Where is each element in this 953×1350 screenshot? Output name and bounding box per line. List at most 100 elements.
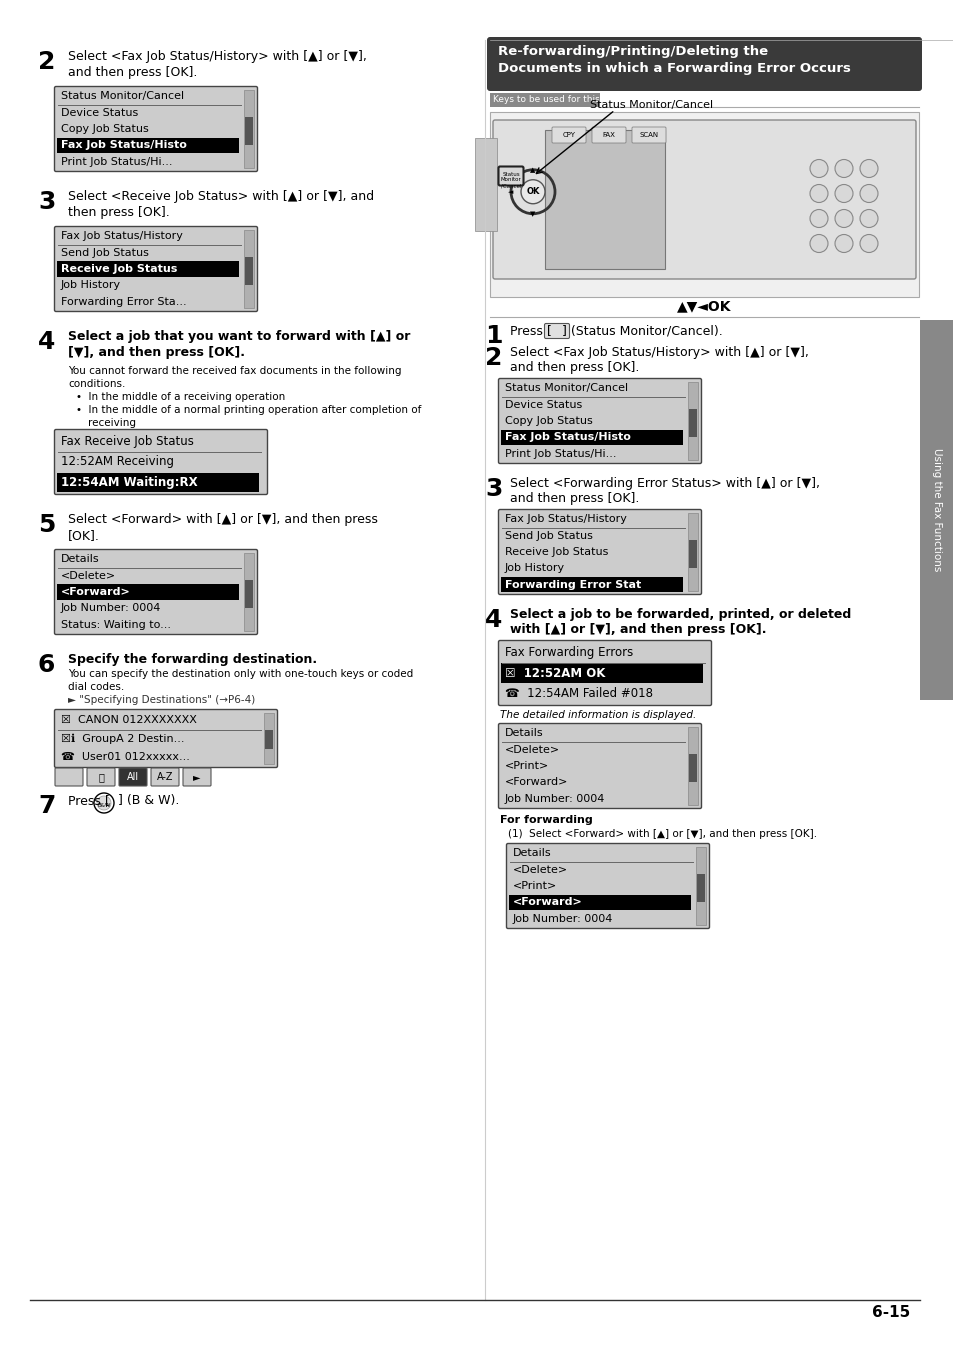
Text: The detailed information is displayed.: The detailed information is displayed. <box>499 710 696 720</box>
Text: •  In the middle of a receiving operation: • In the middle of a receiving operation <box>76 392 285 402</box>
Text: Select a job that you want to forward with [▲] or: Select a job that you want to forward wi… <box>68 329 410 343</box>
Bar <box>245 579 253 609</box>
FancyBboxPatch shape <box>498 724 700 809</box>
Text: Fax Forwarding Errors: Fax Forwarding Errors <box>504 645 633 659</box>
Text: <Delete>: <Delete> <box>61 571 116 580</box>
Text: 12:52AM Receiving: 12:52AM Receiving <box>61 455 173 468</box>
Text: <Print>: <Print> <box>513 882 557 891</box>
Text: Copy Job Status: Copy Job Status <box>61 124 149 134</box>
Text: Forwarding Error Sta...: Forwarding Error Sta... <box>61 297 187 306</box>
Bar <box>57 138 239 153</box>
Text: Press [: Press [ <box>68 794 110 807</box>
FancyBboxPatch shape <box>54 227 257 312</box>
Text: ▲: ▲ <box>530 167 536 173</box>
Text: Select <Fax Job Status/History> with [▲] or [▼],: Select <Fax Job Status/History> with [▲]… <box>510 346 808 359</box>
Text: and then press [OK].: and then press [OK]. <box>510 491 639 505</box>
Text: Using the Fax Functions: Using the Fax Functions <box>931 448 941 571</box>
Text: ☒  CANON 012XXXXXXX: ☒ CANON 012XXXXXXX <box>61 716 196 725</box>
Text: 2: 2 <box>484 346 502 370</box>
Text: Device Status: Device Status <box>504 400 581 409</box>
Circle shape <box>859 235 877 252</box>
Text: Device Status: Device Status <box>61 108 138 117</box>
Text: ☒ℹ  GroupA 2 Destin...: ☒ℹ GroupA 2 Destin... <box>61 733 184 744</box>
Bar <box>244 230 253 308</box>
Text: ►: ► <box>193 772 200 782</box>
FancyBboxPatch shape <box>552 127 585 143</box>
Text: Print Job Status/Hi...: Print Job Status/Hi... <box>61 157 172 167</box>
Bar <box>688 753 697 783</box>
Circle shape <box>809 159 827 177</box>
Text: ] (B & W).: ] (B & W). <box>118 794 179 807</box>
Text: You can specify the destination only with one-touch keys or coded: You can specify the destination only wit… <box>68 670 413 679</box>
Text: Press [: Press [ <box>510 324 551 338</box>
Text: You cannot forward the received fax documents in the following: You cannot forward the received fax docu… <box>68 366 401 377</box>
Text: Fax Job Status/History: Fax Job Status/History <box>504 514 626 524</box>
Text: Send Job Status: Send Job Status <box>504 531 592 540</box>
FancyBboxPatch shape <box>592 127 625 143</box>
Text: OK: OK <box>526 188 539 196</box>
Text: 2: 2 <box>38 50 55 74</box>
Text: [▼], and then press [OK].: [▼], and then press [OK]. <box>68 346 245 359</box>
Circle shape <box>834 185 852 202</box>
FancyBboxPatch shape <box>498 640 711 706</box>
Text: Job Number: 0004: Job Number: 0004 <box>513 914 613 923</box>
Text: A-Z: A-Z <box>156 772 173 782</box>
Text: Documents in which a Forwarding Error Occurs: Documents in which a Forwarding Error Oc… <box>497 62 850 76</box>
Text: Re-forwarding/Printing/Deleting the: Re-forwarding/Printing/Deleting the <box>497 45 767 58</box>
FancyBboxPatch shape <box>486 36 921 90</box>
Text: CPY: CPY <box>562 132 575 138</box>
Text: All: All <box>127 772 139 782</box>
Bar <box>57 262 239 277</box>
Circle shape <box>859 185 877 202</box>
Circle shape <box>834 209 852 228</box>
Text: Fax Job Status/History: Fax Job Status/History <box>61 231 183 242</box>
Bar <box>687 513 698 591</box>
Bar <box>244 90 253 167</box>
Text: and then press [OK].: and then press [OK]. <box>68 66 197 80</box>
Bar <box>919 320 953 701</box>
Text: <Forward>: <Forward> <box>513 898 582 907</box>
Text: B&W: B&W <box>97 803 111 809</box>
Text: 4: 4 <box>38 329 55 354</box>
Text: Send Job Status: Send Job Status <box>61 247 149 258</box>
Text: 3: 3 <box>484 477 502 501</box>
Bar <box>244 554 253 630</box>
Bar <box>688 540 697 568</box>
Bar <box>245 116 253 146</box>
Text: with [▲] or [▼], and then press [OK].: with [▲] or [▼], and then press [OK]. <box>510 622 765 636</box>
Bar <box>697 873 704 902</box>
FancyBboxPatch shape <box>498 378 700 463</box>
Text: ► "Specifying Destinations" (→P6-4): ► "Specifying Destinations" (→P6-4) <box>68 695 255 705</box>
Text: 12:54AM Waiting:RX: 12:54AM Waiting:RX <box>61 477 197 489</box>
Text: Job Number: 0004: Job Number: 0004 <box>61 603 161 613</box>
Circle shape <box>834 235 852 252</box>
Text: and then press [OK].: and then press [OK]. <box>510 360 639 374</box>
Text: Select <Receive Job Status> with [▲] or [▼], and: Select <Receive Job Status> with [▲] or … <box>68 190 374 202</box>
Text: Status Monitor/Cancel: Status Monitor/Cancel <box>61 92 184 101</box>
Text: Status Monitor/Cancel: Status Monitor/Cancel <box>504 383 627 393</box>
Bar <box>500 576 682 593</box>
FancyBboxPatch shape <box>544 324 569 339</box>
Text: Fax Job Status/Histo: Fax Job Status/Histo <box>61 140 187 150</box>
Circle shape <box>520 180 544 204</box>
Bar <box>490 112 918 297</box>
Text: Status Monitor/Cancel: Status Monitor/Cancel <box>589 100 713 109</box>
FancyBboxPatch shape <box>119 768 147 786</box>
FancyBboxPatch shape <box>498 166 523 185</box>
Circle shape <box>834 159 852 177</box>
Circle shape <box>809 185 827 202</box>
Text: Job Number: 0004: Job Number: 0004 <box>504 794 605 803</box>
Bar <box>696 846 705 925</box>
Text: <Forward>: <Forward> <box>61 587 131 597</box>
Text: ▼: ▼ <box>530 211 536 217</box>
Text: <Forward>: <Forward> <box>504 778 568 787</box>
Bar <box>57 472 258 493</box>
FancyBboxPatch shape <box>183 768 211 786</box>
Text: 3: 3 <box>38 190 55 215</box>
Text: Fax Receive Job Status: Fax Receive Job Status <box>61 435 193 448</box>
Text: <Print>: <Print> <box>504 761 549 771</box>
Bar <box>490 93 599 107</box>
Text: SCAN: SCAN <box>639 132 658 138</box>
Text: ☎  12:54AM Failed #018: ☎ 12:54AM Failed #018 <box>504 687 652 701</box>
FancyBboxPatch shape <box>631 127 665 143</box>
